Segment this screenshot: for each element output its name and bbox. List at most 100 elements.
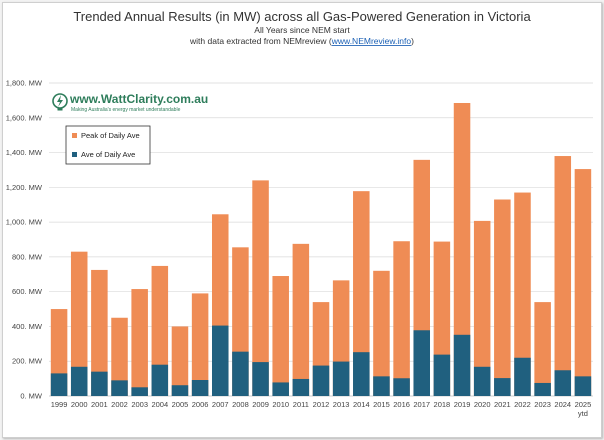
bar-peak-2014 (353, 191, 370, 396)
wattclarity-logo: www.WattClarity.com.au Making Australia'… (52, 92, 208, 113)
x-tick-label: 2013 (333, 400, 350, 409)
x-tick-label: 2024 (554, 400, 571, 409)
bar-average-2006 (191, 380, 209, 396)
bar-average-2005 (171, 385, 189, 396)
bar-average-2017 (413, 330, 431, 396)
bar-peak-2010 (272, 276, 289, 396)
bar-peak-2006 (191, 293, 209, 396)
x-tick-label: 2012 (313, 400, 330, 409)
bar-average-2025 (574, 376, 592, 396)
legend-swatch-peak (72, 133, 77, 138)
bar-average-2002 (111, 380, 128, 396)
bar-peak-2019 (453, 102, 471, 396)
bar-peak-2025 (574, 169, 592, 396)
bar-peak-2004 (151, 265, 169, 396)
x-tick-label: 2002 (111, 400, 128, 409)
x-tick-label: 2025 (575, 400, 592, 409)
legend-label-average: Ave of Daily Ave (81, 150, 135, 159)
x-tick-label: 1999 (51, 400, 68, 409)
bar-average-2001 (91, 371, 108, 396)
chart-title: Trended Annual Results (in MW) across al… (73, 9, 531, 24)
y-tick-label: 200. MW (12, 357, 43, 366)
bar-peak-2009 (252, 180, 269, 396)
chart-source-line: with data extracted from NEMreview (www.… (189, 36, 414, 46)
bar-average-2023 (534, 382, 551, 396)
bar-average-2013 (332, 361, 350, 396)
x-tick-label: 2015 (373, 400, 390, 409)
y-tick-label: 400. MW (12, 322, 43, 331)
bar-peak-2022 (514, 192, 531, 396)
x-tick-label: 2007 (212, 400, 229, 409)
x-tick-label: 2022 (514, 400, 531, 409)
y-axis-ticks: 0. MW 200. MW 400. MW 600. MW 800. MW 1,000. … (6, 79, 43, 401)
logo-tagline: Making Australia's energy market underst… (71, 107, 181, 113)
bar-average-2003 (131, 387, 148, 396)
bar-peak-2016 (393, 241, 410, 396)
x-tick-label: 2019 (454, 400, 471, 409)
legend-label-peak: Peak of Daily Ave (81, 131, 140, 140)
bar-peak-2005 (171, 326, 189, 396)
bar-average-2016 (393, 378, 410, 396)
y-tick-label: 0. MW (20, 392, 43, 401)
bar-average-2007 (211, 325, 229, 396)
bar-average-2000 (70, 366, 88, 396)
y-tick-label: 1,200. MW (6, 183, 43, 192)
x-tick-label: 2021 (494, 400, 511, 409)
bar-peak-2002 (111, 317, 128, 396)
bar-chart: Trended Annual Results (in MW) across al… (6, 9, 593, 418)
x-tick-sublabel: ytd (578, 409, 588, 418)
bar-average-2009 (252, 362, 269, 396)
x-tick-label: 2020 (474, 400, 491, 409)
legend-swatch-average (72, 152, 77, 157)
bar-average-2014 (353, 352, 370, 396)
x-tick-label: 2004 (151, 400, 168, 409)
x-tick-label: 2006 (192, 400, 209, 409)
bars (50, 102, 592, 396)
bar-average-2010 (272, 382, 289, 396)
bar-peak-2015 (373, 270, 390, 396)
x-tick-label: 2010 (272, 400, 289, 409)
bar-average-2018 (433, 354, 451, 396)
source-suffix: ) (411, 36, 414, 46)
bar-average-2008 (232, 351, 249, 396)
y-tick-label: 1,400. MW (6, 148, 43, 157)
bar-average-2011 (292, 378, 310, 396)
bar-average-1999 (50, 373, 68, 396)
logo-brand: www.WattClarity.com.au (69, 92, 208, 106)
bar-average-2024 (554, 370, 572, 396)
x-tick-label: 2014 (353, 400, 370, 409)
bar-average-2020 (473, 366, 491, 396)
x-tick-label: 2016 (393, 400, 410, 409)
bar-average-2004 (151, 364, 169, 396)
bar-peak-2000 (70, 251, 88, 396)
bar-peak-2024 (554, 156, 572, 396)
x-tick-label: 2011 (293, 400, 309, 409)
bar-average-2022 (514, 357, 531, 396)
x-tick-label: 2023 (534, 400, 551, 409)
chart-subtitle: All Years since NEM start (254, 25, 350, 35)
x-tick-label: 2017 (413, 400, 430, 409)
y-tick-label: 1,600. MW (6, 113, 43, 122)
bar-peak-2011 (292, 243, 310, 396)
bar-peak-2001 (91, 269, 108, 396)
x-axis-ticks: 1999 2000 2001 2002 2003 2004 2005 2006 2007 2008… (51, 400, 592, 418)
x-tick-label: 2018 (434, 400, 451, 409)
bar-average-2021 (494, 378, 511, 396)
x-tick-label: 2008 (232, 400, 249, 409)
y-tick-label: 1,800. MW (6, 79, 43, 88)
x-tick-label: 2003 (131, 400, 148, 409)
bar-peak-2023 (534, 302, 551, 396)
nemreview-link[interactable]: www.NEMreview.info (331, 36, 412, 46)
bar-peak-2003 (131, 289, 148, 396)
legend: Peak of Daily Ave Ave of Daily Ave (65, 125, 151, 165)
y-tick-label: 600. MW (12, 287, 43, 296)
x-tick-label: 2005 (172, 400, 189, 409)
source-prefix: with data extracted from NEMreview ( (189, 36, 332, 46)
x-tick-label: 2001 (91, 400, 108, 409)
x-tick-label: 2009 (252, 400, 269, 409)
bulb-icon (52, 93, 68, 111)
bar-peak-2021 (494, 199, 511, 396)
x-tick-label: 2000 (71, 400, 88, 409)
y-tick-label: 800. MW (12, 252, 43, 261)
